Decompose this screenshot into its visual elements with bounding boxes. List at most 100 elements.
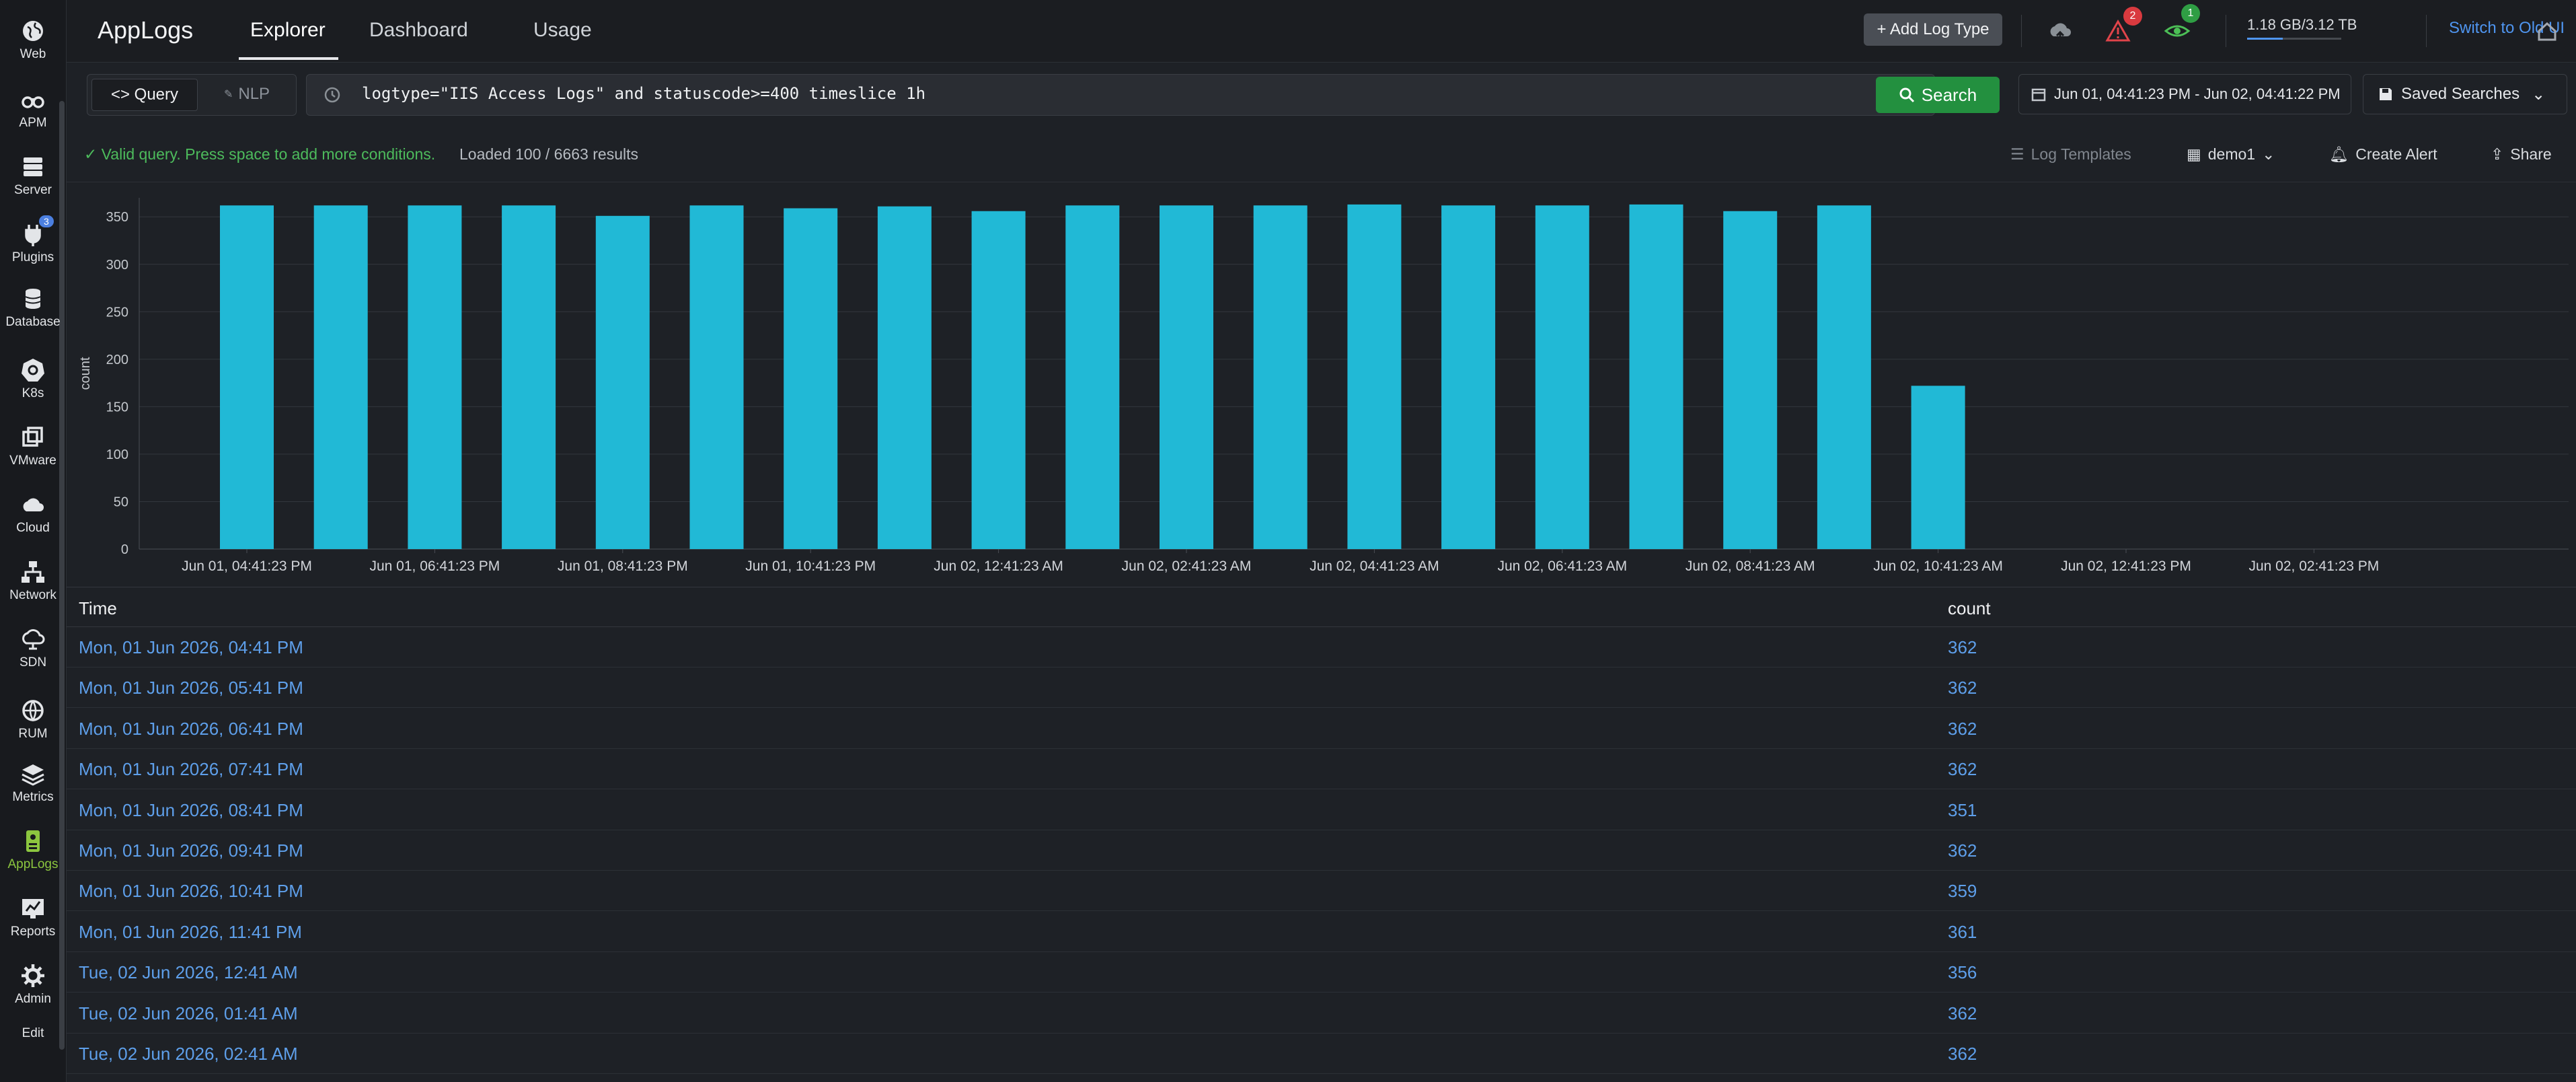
home-icon[interactable] (2534, 17, 2561, 44)
cell-time[interactable]: Tue, 02 Jun 2026, 02:41 AM (79, 1044, 298, 1064)
sidebar-item-cloud[interactable]: Cloud (0, 491, 66, 536)
chart-bar[interactable] (1160, 205, 1213, 549)
tab-dashboard[interactable]: Dashboard (369, 19, 468, 41)
table-row[interactable]: Mon, 01 Jun 2026, 04:41 PM 362 (67, 626, 2576, 668)
switch-old-ui-link[interactable]: Switch to Old UI (2449, 19, 2565, 37)
cell-count[interactable]: 362 (1948, 1044, 1977, 1064)
chart-bar[interactable] (1253, 205, 1308, 549)
x-tick-label: Jun 02, 04:41:23 AM (1310, 558, 1439, 574)
search-button[interactable]: Search (1876, 77, 2000, 113)
query-text[interactable]: logtype="IIS Access Logs" and statuscode… (362, 84, 926, 103)
sidebar-item-database[interactable]: Database (0, 285, 66, 330)
valid-query-text: Valid query. Press space to add more con… (101, 145, 436, 163)
sidebar-scrollbar[interactable] (59, 101, 65, 1050)
saved-searches-dropdown[interactable]: Saved Searches ⌄ (2363, 74, 2567, 114)
chart-bar[interactable] (1065, 205, 1120, 549)
chart-bar[interactable] (1347, 204, 1402, 549)
eye-icon[interactable] (2164, 17, 2191, 44)
chart-bar[interactable] (689, 205, 744, 549)
chart-bar[interactable] (1817, 205, 1871, 549)
tab-explorer[interactable]: Explorer (250, 19, 326, 41)
cell-count[interactable]: 362 (1948, 718, 1977, 739)
sidebar-item-vmware[interactable]: VMware (0, 424, 66, 468)
create-alert-button[interactable]: 🔔︎ Create Alert (2329, 145, 2437, 164)
sidebar-item-reports[interactable]: Reports (0, 895, 66, 939)
sidebar-item-label: Server (14, 183, 52, 197)
sidebar-item-label: VMware (9, 454, 56, 468)
cell-count[interactable]: 362 (1948, 637, 1977, 657)
chart-bar[interactable] (1723, 211, 1778, 549)
chart-bar[interactable] (877, 206, 932, 549)
alert-triangle-icon[interactable] (2105, 17, 2131, 44)
cell-count[interactable]: 351 (1948, 799, 1977, 820)
sidebar-item-apm[interactable]: APM (0, 86, 66, 131)
cloud-upload-icon[interactable] (2047, 17, 2074, 44)
sidebar-item-sdn[interactable]: SDN (0, 626, 66, 670)
chart-bar[interactable] (1911, 386, 1965, 549)
cell-count[interactable]: 361 (1948, 921, 1977, 942)
history-icon[interactable] (323, 85, 342, 104)
table-row[interactable]: Mon, 01 Jun 2026, 08:41 PM 351 (67, 789, 2576, 830)
chart-bar[interactable] (1441, 205, 1496, 549)
cell-time[interactable]: Mon, 01 Jun 2026, 11:41 PM (79, 921, 302, 942)
cell-time[interactable]: Mon, 01 Jun 2026, 06:41 PM (79, 718, 303, 739)
cell-time[interactable]: Tue, 02 Jun 2026, 01:41 AM (79, 1003, 298, 1023)
column-header-count[interactable]: count (1948, 598, 1991, 618)
cell-count[interactable]: 362 (1948, 840, 1977, 861)
chart-bar[interactable] (220, 205, 274, 549)
table-row[interactable]: Mon, 01 Jun 2026, 09:41 PM 362 (67, 830, 2576, 871)
chart-bar[interactable] (1629, 204, 1683, 549)
sidebar-item-server[interactable]: Server (0, 153, 66, 198)
tab-usage[interactable]: Usage (533, 19, 592, 41)
sidebar-item-label: Metrics (12, 790, 54, 804)
cell-time[interactable]: Mon, 01 Jun 2026, 08:41 PM (79, 799, 303, 820)
table-row[interactable]: Mon, 01 Jun 2026, 11:41 PM 361 (67, 911, 2576, 952)
sidebar-item-edit[interactable]: Edit (0, 1026, 66, 1041)
sidebar-item-rum[interactable]: RUM (0, 697, 66, 742)
table-row[interactable]: Tue, 02 Jun 2026, 02:41 AM 362 (67, 1033, 2576, 1074)
cell-count[interactable]: 359 (1948, 881, 1977, 902)
table-row[interactable]: Mon, 01 Jun 2026, 06:41 PM 362 (67, 708, 2576, 749)
cell-count[interactable]: 362 (1948, 678, 1977, 698)
table-row[interactable]: Tue, 02 Jun 2026, 12:41 AM 356 (67, 951, 2576, 993)
gear-icon (20, 962, 46, 989)
sidebar-item-applogs[interactable]: AppLogs (0, 828, 66, 872)
workspace-dropdown[interactable]: ▦ demo1 ⌄ (2187, 145, 2275, 164)
chart-bar[interactable] (313, 205, 368, 549)
date-range-picker[interactable]: Jun 01, 04:41:23 PM - Jun 02, 04:41:22 P… (2018, 74, 2351, 114)
chart-bar[interactable] (502, 205, 556, 549)
query-mode-button[interactable]: <> Query (91, 79, 198, 111)
add-log-type-button[interactable]: + Add Log Type (1864, 13, 2002, 46)
x-tick-label: Jun 02, 06:41:23 AM (1497, 558, 1627, 574)
chart-bar[interactable] (1535, 205, 1589, 549)
column-header-time[interactable]: Time (79, 598, 117, 618)
chart-bar[interactable] (784, 208, 838, 549)
table-row[interactable]: Mon, 01 Jun 2026, 05:41 PM 362 (67, 667, 2576, 709)
cell-time[interactable]: Mon, 01 Jun 2026, 07:41 PM (79, 759, 303, 780)
sidebar-item-network[interactable]: Network (0, 558, 66, 603)
sidebar-item-web[interactable]: Web (0, 17, 66, 62)
table-row[interactable]: Mon, 01 Jun 2026, 07:41 PM 362 (67, 748, 2576, 790)
cell-time[interactable]: Mon, 01 Jun 2026, 04:41 PM (79, 637, 303, 657)
query-input[interactable]: logtype="IIS Access Logs" and statuscode… (306, 74, 2096, 116)
table-row[interactable]: Mon, 01 Jun 2026, 10:41 PM 359 (67, 870, 2576, 912)
cell-count[interactable]: 356 (1948, 962, 1977, 983)
sidebar-item-k8s[interactable]: K8s (0, 357, 66, 401)
bell-icon: 🔔︎ (2329, 145, 2349, 163)
sidebar-item-admin[interactable]: Admin (0, 962, 66, 1007)
table-row[interactable]: Tue, 02 Jun 2026, 01:41 AM 362 (67, 993, 2576, 1034)
cell-time[interactable]: Tue, 02 Jun 2026, 12:41 AM (79, 962, 298, 983)
cell-count[interactable]: 362 (1948, 1003, 1977, 1023)
chart-bar[interactable] (971, 211, 1026, 549)
share-button[interactable]: ⇪ Share (2491, 145, 2552, 164)
sidebar-item-metrics[interactable]: Metrics (0, 760, 66, 805)
log-templates-button[interactable]: ☰ Log Templates (2010, 145, 2131, 164)
chart-bar[interactable] (408, 205, 462, 549)
cell-time[interactable]: Mon, 01 Jun 2026, 09:41 PM (79, 840, 303, 861)
sidebar-item-plugins[interactable]: Plugins 3 (0, 215, 66, 265)
chart-bar[interactable] (595, 215, 650, 549)
nlp-mode-button[interactable]: ✎ NLP (203, 79, 291, 110)
cell-count[interactable]: 362 (1948, 759, 1977, 780)
cell-time[interactable]: Mon, 01 Jun 2026, 05:41 PM (79, 678, 303, 698)
cell-time[interactable]: Mon, 01 Jun 2026, 10:41 PM (79, 881, 303, 902)
